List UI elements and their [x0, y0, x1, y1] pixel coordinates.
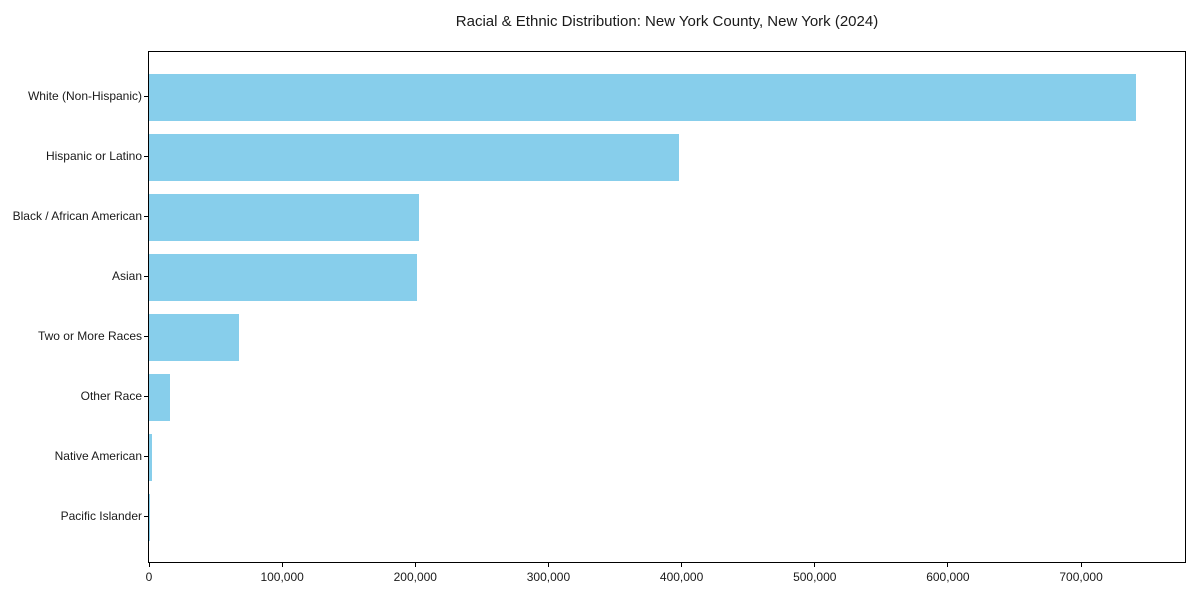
x-tick-mark	[814, 563, 816, 567]
x-tick-mark	[1080, 563, 1082, 567]
x-tick-mark	[281, 563, 283, 567]
chart-title: Racial & Ethnic Distribution: New York C…	[455, 13, 879, 30]
y-tick-label-native-american: Native American	[54, 449, 142, 463]
x-tick-label: 0	[145, 570, 153, 584]
bar-hispanic-or-latino	[149, 133, 679, 181]
bar-white-non-hispanic	[149, 73, 1136, 121]
y-tick-mark	[144, 456, 148, 457]
x-tick-mark	[681, 563, 683, 567]
x-tick-label: 700,000	[1059, 570, 1103, 584]
plot-inner	[149, 52, 1185, 562]
bar-native-american	[149, 433, 152, 481]
x-tick-label: 100,000	[260, 570, 304, 584]
x-tick-label: 200,000	[393, 570, 437, 584]
y-tick-mark	[144, 276, 148, 277]
bar-black-african-american	[149, 193, 420, 241]
y-tick-mark	[144, 96, 148, 97]
x-tick-mark	[148, 563, 150, 567]
y-tick-mark	[144, 156, 148, 157]
y-tick-label-hispanic-or-latino: Hispanic or Latino	[45, 149, 142, 163]
x-tick-mark	[547, 563, 549, 567]
y-tick-label-asian: Asian	[111, 269, 142, 283]
bar-two-or-more-races	[149, 313, 239, 361]
x-tick-label: 600,000	[926, 570, 970, 584]
y-tick-mark	[144, 216, 148, 217]
y-tick-label-two-or-more-races: Two or More Races	[37, 329, 142, 343]
y-tick-mark	[144, 396, 148, 397]
bar-other-race	[149, 373, 171, 421]
x-tick-mark	[947, 563, 949, 567]
bar-pacific-islander	[149, 493, 150, 541]
y-tick-label-white-non-hispanic: White (Non-Hispanic)	[27, 89, 142, 103]
y-tick-mark	[144, 516, 148, 517]
x-tick-label: 500,000	[793, 570, 837, 584]
y-tick-mark	[144, 336, 148, 337]
bar-asian	[149, 253, 418, 301]
x-tick-mark	[414, 563, 416, 567]
y-tick-label-pacific-islander: Pacific Islander	[60, 509, 142, 523]
x-tick-label: 400,000	[659, 570, 704, 584]
y-tick-label-other-race: Other Race	[80, 389, 142, 403]
plot-area	[148, 51, 1186, 563]
x-tick-label: 300,000	[526, 570, 571, 584]
y-tick-label-black-african-american: Black / African American	[12, 209, 142, 223]
